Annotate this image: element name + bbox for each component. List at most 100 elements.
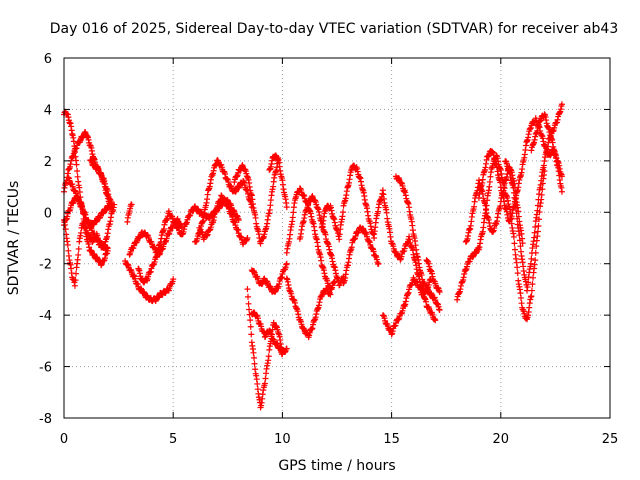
data-point-marker [531, 229, 538, 236]
data-point-marker [538, 191, 545, 198]
series-track-y [392, 173, 443, 313]
data-point-marker [336, 236, 343, 243]
data-point-marker [518, 294, 525, 301]
data-point-marker [248, 331, 255, 338]
data-point-marker [511, 246, 518, 253]
data-point-marker [73, 270, 80, 277]
data-point-marker [534, 228, 541, 235]
data-point-marker [327, 291, 334, 298]
data-point-marker [75, 251, 82, 258]
series-track-u [318, 162, 378, 243]
series-track-l [196, 192, 251, 248]
data-point-marker [514, 264, 521, 271]
data-point-marker [528, 255, 535, 262]
x-tick-label: 5 [169, 432, 177, 447]
x-axis-label: GPS time / hours [278, 458, 395, 474]
data-point-marker [525, 279, 532, 286]
series-track-m [231, 157, 282, 247]
data-point-marker [250, 349, 257, 356]
data-point-marker [340, 209, 347, 216]
data-point-marker [336, 231, 343, 238]
data-point-marker [535, 196, 542, 203]
data-point-marker [246, 306, 253, 313]
data-point-marker [104, 245, 111, 252]
data-point-marker [290, 209, 297, 216]
data-point-marker [532, 257, 539, 264]
data-point-marker [516, 232, 523, 239]
series-track-r [283, 185, 338, 293]
x-tick-label: 0 [60, 432, 68, 447]
chart-title: Day 016 of 2025, Sidereal Day-to-day VTE… [50, 21, 619, 37]
y-tick-label: -6 [39, 361, 52, 376]
data-point-marker [519, 240, 526, 247]
data-point-marker [533, 243, 540, 250]
data-point-marker [170, 276, 177, 283]
series-track-z [423, 257, 443, 295]
data-point-marker [436, 307, 443, 313]
series-track-o [248, 309, 290, 358]
data-point-marker [109, 204, 116, 211]
data-point-marker [432, 317, 439, 324]
data-point-marker [517, 243, 524, 250]
data-point-marker [71, 282, 78, 289]
data-point-marker [64, 241, 71, 248]
y-tick-label: 6 [44, 52, 52, 67]
data-point-marker [265, 353, 272, 360]
data-point-marker [283, 260, 290, 267]
data-point-marker [72, 277, 79, 284]
series-track-ab [462, 164, 526, 247]
data-point-marker [528, 293, 535, 300]
data-point-marker [530, 274, 537, 281]
data-point-marker [375, 260, 382, 267]
data-point-marker [558, 101, 565, 108]
data-point-marker [534, 202, 541, 209]
y-tick-label: 0 [44, 206, 52, 221]
series-track-v [340, 224, 382, 287]
x-axis-tick-labels: 0 5 10 15 20 25 [60, 432, 618, 447]
x-tick-label: 20 [493, 432, 510, 447]
series-track-t [296, 193, 347, 289]
data-point-marker [383, 209, 390, 216]
data-point-marker [251, 360, 258, 367]
series-track-f [87, 156, 116, 211]
data-point-marker [252, 214, 259, 221]
x-tick-label: 15 [383, 432, 400, 447]
data-point-marker [534, 207, 541, 214]
data-point-marker [436, 289, 443, 295]
plot-frame [63, 57, 611, 419]
data-point-marker [251, 354, 258, 361]
data-point-marker [558, 173, 565, 180]
series-track-p [248, 260, 290, 295]
data-point-marker [514, 270, 521, 277]
data-point-marker [245, 300, 252, 307]
series-track-e [65, 174, 116, 230]
data-point-marker [74, 168, 81, 175]
data-point-marker [510, 184, 517, 191]
x-tick-label: 10 [274, 432, 291, 447]
data-point-marker [235, 217, 242, 223]
series-track-c [61, 129, 116, 213]
data-point-marker [247, 323, 254, 330]
series-track-ae [528, 111, 565, 195]
data-point-marker [244, 286, 251, 293]
y-axis-tick-labels: -8 -6 -4 -2 0 2 4 6 [39, 52, 52, 427]
data-point-marker [245, 293, 252, 300]
data-point-marker [558, 188, 565, 195]
y-tick-label: -8 [39, 412, 52, 427]
data-points [61, 101, 565, 411]
data-point-marker [254, 380, 261, 387]
x-tick-label: 25 [602, 432, 619, 447]
series-track-j [124, 201, 135, 225]
data-point-marker [128, 201, 135, 208]
data-point-marker [480, 224, 487, 231]
series-track-k [192, 157, 255, 245]
data-point-marker [510, 233, 517, 240]
grid-lines [64, 58, 610, 418]
data-point-marker [486, 178, 493, 185]
data-point-marker [289, 214, 296, 221]
series-track-q [266, 152, 290, 211]
data-point-marker [513, 210, 520, 217]
data-point-marker [244, 235, 251, 241]
data-point-marker [529, 281, 536, 288]
